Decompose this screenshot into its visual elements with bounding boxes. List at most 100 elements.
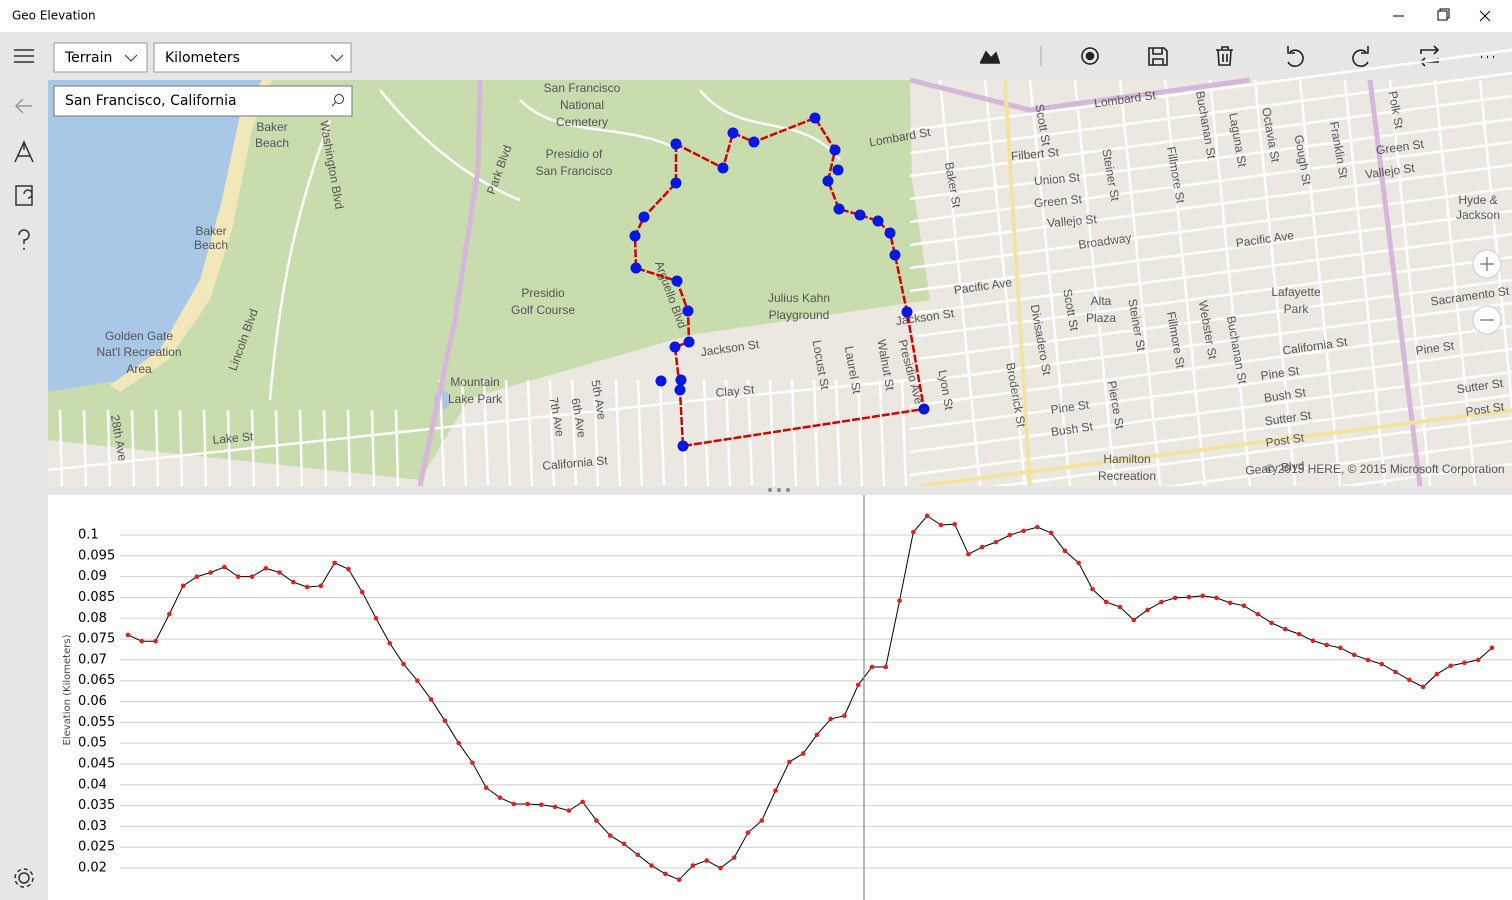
route-point <box>630 262 642 274</box>
redo-button[interactable] <box>1352 46 1369 67</box>
map-label: Golf Course <box>511 303 575 317</box>
elevation-point <box>952 521 957 527</box>
elevation-point <box>318 583 324 589</box>
route-point <box>675 374 687 386</box>
y-tick-label: 0.1 <box>78 528 99 543</box>
route-point <box>829 144 841 156</box>
elevation-point <box>373 615 379 621</box>
elevation-point <box>1103 599 1109 605</box>
map-label: Bush St <box>1050 419 1094 439</box>
y-tick-label: 0.09 <box>78 569 107 584</box>
map-label: Area <box>126 362 152 376</box>
profile-nav[interactable] <box>15 185 33 206</box>
route-point <box>748 136 760 148</box>
elevation-point <box>249 574 255 579</box>
elevation-point <box>676 877 682 883</box>
map-label: Sutter St <box>1264 408 1313 428</box>
map-label: Baker <box>256 120 287 134</box>
route-point <box>727 127 739 139</box>
map-attribution: © 2015 HERE, © 2015 Microsoft Corporatio… <box>1265 462 1504 476</box>
y-tick-label: 0.04 <box>78 777 107 792</box>
elevation-point <box>470 760 475 766</box>
map-label: 7th Ave <box>546 396 567 438</box>
back-button[interactable] <box>14 98 32 114</box>
elevation-point <box>855 682 861 688</box>
elevation-point <box>731 855 737 860</box>
elevation-point <box>1462 660 1467 666</box>
elevation-point <box>194 574 200 579</box>
search-box[interactable] <box>53 85 353 117</box>
window-controls[interactable] <box>1393 8 1491 22</box>
elevation-point <box>663 871 668 877</box>
elevation-point <box>1489 645 1495 651</box>
save-button[interactable] <box>1148 47 1168 66</box>
elevation-point <box>415 678 420 684</box>
map-label: Mountain <box>450 375 499 389</box>
help-nav[interactable] <box>18 229 30 250</box>
elevation-point <box>1214 595 1219 601</box>
elevation-point <box>1365 657 1371 663</box>
map-label: Green St <box>1375 137 1425 158</box>
elevation-point <box>594 818 599 823</box>
elevation-point <box>649 863 654 868</box>
settings-button[interactable] <box>18 872 30 884</box>
elevation-nav[interactable] <box>14 140 34 163</box>
chart-toggle-button[interactable] <box>979 50 1001 64</box>
elevation-point <box>773 788 778 793</box>
elevation-point <box>1159 599 1164 605</box>
undo-button[interactable] <box>1287 46 1304 67</box>
elevation-point <box>759 818 765 823</box>
elevation-point <box>621 841 627 847</box>
elevation-point <box>456 740 461 746</box>
elevation-point <box>1338 645 1343 651</box>
record-button[interactable] <box>1081 47 1099 65</box>
units: Kilometers <box>165 50 240 66</box>
route-point <box>832 164 844 176</box>
y-tick-label: 0.035 <box>78 798 115 813</box>
elevation-point <box>125 632 131 638</box>
elevation-point <box>924 513 930 519</box>
elevation-point <box>718 865 723 871</box>
map-label: Pine St <box>1415 338 1456 357</box>
elevation-point <box>1434 671 1440 677</box>
map-label: Recreation <box>1098 469 1156 483</box>
elevation-point <box>966 551 971 557</box>
map-label: Pine St <box>1050 397 1091 416</box>
elevation-point <box>1227 600 1233 606</box>
route-point <box>809 112 821 124</box>
elevation-point <box>787 759 792 765</box>
delete-button[interactable] <box>1216 46 1233 66</box>
map-label: Polk St <box>1386 90 1407 131</box>
map-label: 6th Ave <box>568 397 589 439</box>
menu-button[interactable] <box>14 49 34 63</box>
map-label: Playground <box>769 308 830 322</box>
map-label: Jackson <box>1456 208 1500 222</box>
units-dropdown[interactable] <box>153 42 352 73</box>
swap-button[interactable] <box>1419 45 1440 67</box>
elevation-point <box>814 732 820 738</box>
map-label: Lake St <box>212 429 254 447</box>
elevation-point <box>483 785 489 791</box>
map-label: Filbert St <box>1010 145 1060 163</box>
route-point <box>683 336 695 348</box>
side-nav <box>0 80 48 900</box>
route-point <box>674 384 686 396</box>
elevation-line <box>127 515 1493 881</box>
elevation-point <box>153 638 158 644</box>
elevation-point <box>635 852 641 858</box>
route-point <box>677 440 689 452</box>
map-label: San Francisco <box>544 81 621 95</box>
route-point <box>918 403 930 415</box>
elevation-point <box>208 570 213 575</box>
map-label: Julius Kahn <box>768 291 830 305</box>
elevation-point <box>1035 524 1040 530</box>
elevation-point <box>401 661 406 667</box>
map-label: 5th Ave <box>588 379 609 421</box>
y-tick-label: 0.075 <box>78 632 115 647</box>
route-point <box>884 227 896 239</box>
y-tick-label: 0.03 <box>78 819 107 834</box>
map-style-dropdown[interactable] <box>53 42 148 73</box>
elevation-point <box>1186 594 1192 600</box>
